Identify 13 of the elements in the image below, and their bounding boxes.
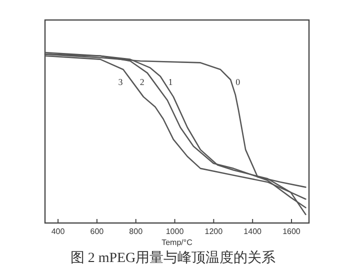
series-label: 0	[236, 77, 240, 88]
caption: 图 2 mPEG用量与峰顶温度的关系	[70, 251, 276, 266]
series-label: 3	[118, 77, 123, 88]
xtick-label: 600	[90, 227, 104, 236]
xlabel: Temp/°C	[162, 238, 192, 247]
xtick-label: 400	[51, 227, 65, 236]
xtick-label: 1200	[204, 227, 223, 236]
xtick-label: 800	[129, 227, 143, 236]
xtick-label: 1400	[244, 227, 262, 236]
xtick-label: 1600	[282, 227, 300, 236]
series-label: 2	[140, 77, 144, 88]
series-label: 1	[168, 77, 173, 88]
xtick-label: 1000	[166, 227, 184, 236]
